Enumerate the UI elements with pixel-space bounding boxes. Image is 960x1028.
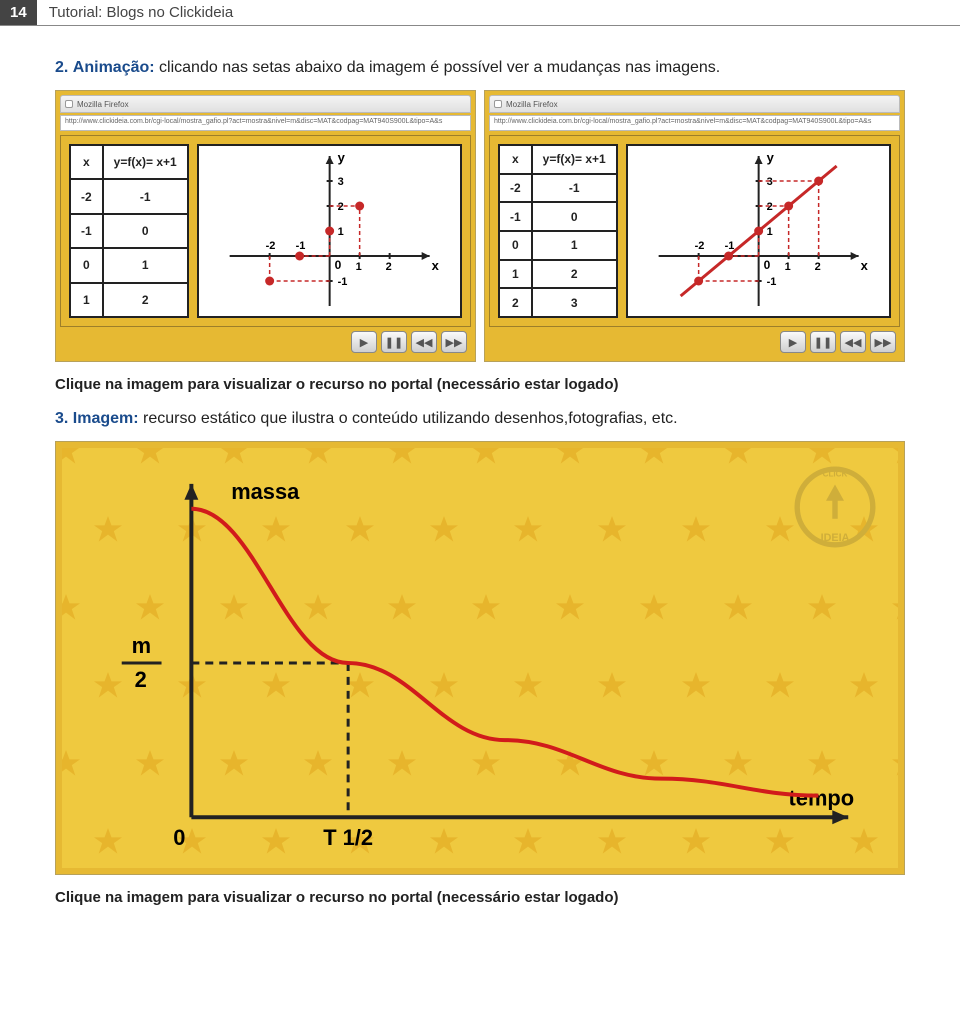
browser-titlebar: Mozilla Firefox <box>60 95 471 113</box>
address-bar: http://www.clickideia.com.br/cgi-local/m… <box>60 115 471 131</box>
svg-text:massa: massa <box>231 479 300 504</box>
browser-titlebar: Mozilla Firefox <box>489 95 900 113</box>
function-table: xy=f(x)= x+1-2-1-100112 <box>69 144 189 318</box>
rewind-button[interactable]: ◀◀ <box>411 331 437 353</box>
forward-button[interactable]: ▶▶ <box>441 331 467 353</box>
playback-controls: ▶ ❚❚ ◀◀ ▶▶ <box>489 327 900 357</box>
forward-button[interactable]: ▶▶ <box>870 331 896 353</box>
svg-text:y: y <box>337 150 345 165</box>
section-number: 2. <box>55 59 68 76</box>
svg-text:tempo: tempo <box>789 785 855 810</box>
browser-tab-title: Mozilla Firefox <box>506 100 558 109</box>
svg-text:1: 1 <box>355 261 361 273</box>
pause-button[interactable]: ❚❚ <box>810 331 836 353</box>
section-number: 3. <box>55 410 68 427</box>
svg-text:2: 2 <box>135 667 147 692</box>
svg-text:-2: -2 <box>694 240 704 252</box>
section-keyword: Animação: <box>73 59 155 76</box>
page-header: 14 Tutorial: Blogs no Clickideia <box>0 0 960 26</box>
browser-tab-title: Mozilla Firefox <box>77 100 129 109</box>
section-body: recurso estático que ilustra o conteúdo … <box>139 410 678 427</box>
section-2-text: 2. Animação: clicando nas setas abaixo d… <box>55 56 905 80</box>
svg-text:2: 2 <box>766 201 772 213</box>
section-keyword: Imagem: <box>73 410 139 427</box>
url-text: http://www.clickideia.com.br/cgi-local/m… <box>494 118 871 125</box>
svg-text:-1: -1 <box>295 240 305 252</box>
massa-chart: IDEIA CLICK massatempo0T 1/2m2 <box>62 448 898 868</box>
caption-2: Clique na imagem para visualizar o recur… <box>55 889 905 906</box>
function-table: xy=f(x)= x+1-2-1-10011223 <box>498 144 618 318</box>
panel-body: xy=f(x)= x+1-2-1-10011223 x y 0 -2 -1 1 2 -1 1 2 3 <box>489 135 900 327</box>
svg-text:0: 0 <box>173 825 185 850</box>
svg-text:x: x <box>860 258 868 273</box>
url-text: http://www.clickideia.com.br/cgi-local/m… <box>65 118 442 125</box>
rewind-button[interactable]: ◀◀ <box>840 331 866 353</box>
svg-text:3: 3 <box>337 176 343 188</box>
chart-left: x y 0 -2 -1 1 2 -1 1 2 3 <box>197 144 462 318</box>
animation-panels: Mozilla Firefox http://www.clickideia.co… <box>55 90 905 362</box>
svg-text:2: 2 <box>337 201 343 213</box>
svg-text:x: x <box>431 258 439 273</box>
section-3-text: 3. Imagem: recurso estático que ilustra … <box>55 407 905 431</box>
svg-text:-1: -1 <box>766 276 776 288</box>
svg-text:0: 0 <box>334 258 341 272</box>
svg-text:-1: -1 <box>724 240 734 252</box>
svg-text:1: 1 <box>784 261 790 273</box>
svg-text:-1: -1 <box>337 276 347 288</box>
svg-text:m: m <box>132 633 151 658</box>
pause-button[interactable]: ❚❚ <box>381 331 407 353</box>
svg-text:1: 1 <box>337 226 343 238</box>
svg-text:0: 0 <box>763 258 770 272</box>
massa-svg: massa tempo 0 T 1/2 m 2 <box>62 448 898 868</box>
play-button[interactable]: ▶ <box>351 331 377 353</box>
play-button[interactable]: ▶ <box>780 331 806 353</box>
svg-text:2: 2 <box>385 261 391 273</box>
svg-text:2: 2 <box>814 261 820 273</box>
page-title: Tutorial: Blogs no Clickideia <box>37 0 246 25</box>
section-body: clicando nas setas abaixo da imagem é po… <box>155 59 721 76</box>
chart-right: x y 0 -2 -1 1 2 -1 1 2 3 <box>626 144 891 318</box>
svg-text:3: 3 <box>766 176 772 188</box>
animation-panel-left[interactable]: Mozilla Firefox http://www.clickideia.co… <box>55 90 476 362</box>
window-control-icon <box>494 100 502 108</box>
page-number: 14 <box>0 0 37 25</box>
caption-1: Clique na imagem para visualizar o recur… <box>55 376 905 393</box>
svg-text:-2: -2 <box>265 240 275 252</box>
address-bar: http://www.clickideia.com.br/cgi-local/m… <box>489 115 900 131</box>
animation-panel-right[interactable]: Mozilla Firefox http://www.clickideia.co… <box>484 90 905 362</box>
svg-text:1: 1 <box>766 226 772 238</box>
svg-text:y: y <box>766 150 774 165</box>
panel-body: xy=f(x)= x+1-2-1-100112 x y 0 -2 -1 1 2 -1 1 2 3 <box>60 135 471 327</box>
playback-controls: ▶ ❚❚ ◀◀ ▶▶ <box>60 327 471 357</box>
window-control-icon <box>65 100 73 108</box>
massa-chart-container[interactable]: IDEIA CLICK massatempo0T 1/2m2 <box>55 441 905 875</box>
svg-text:T 1/2: T 1/2 <box>323 825 373 850</box>
